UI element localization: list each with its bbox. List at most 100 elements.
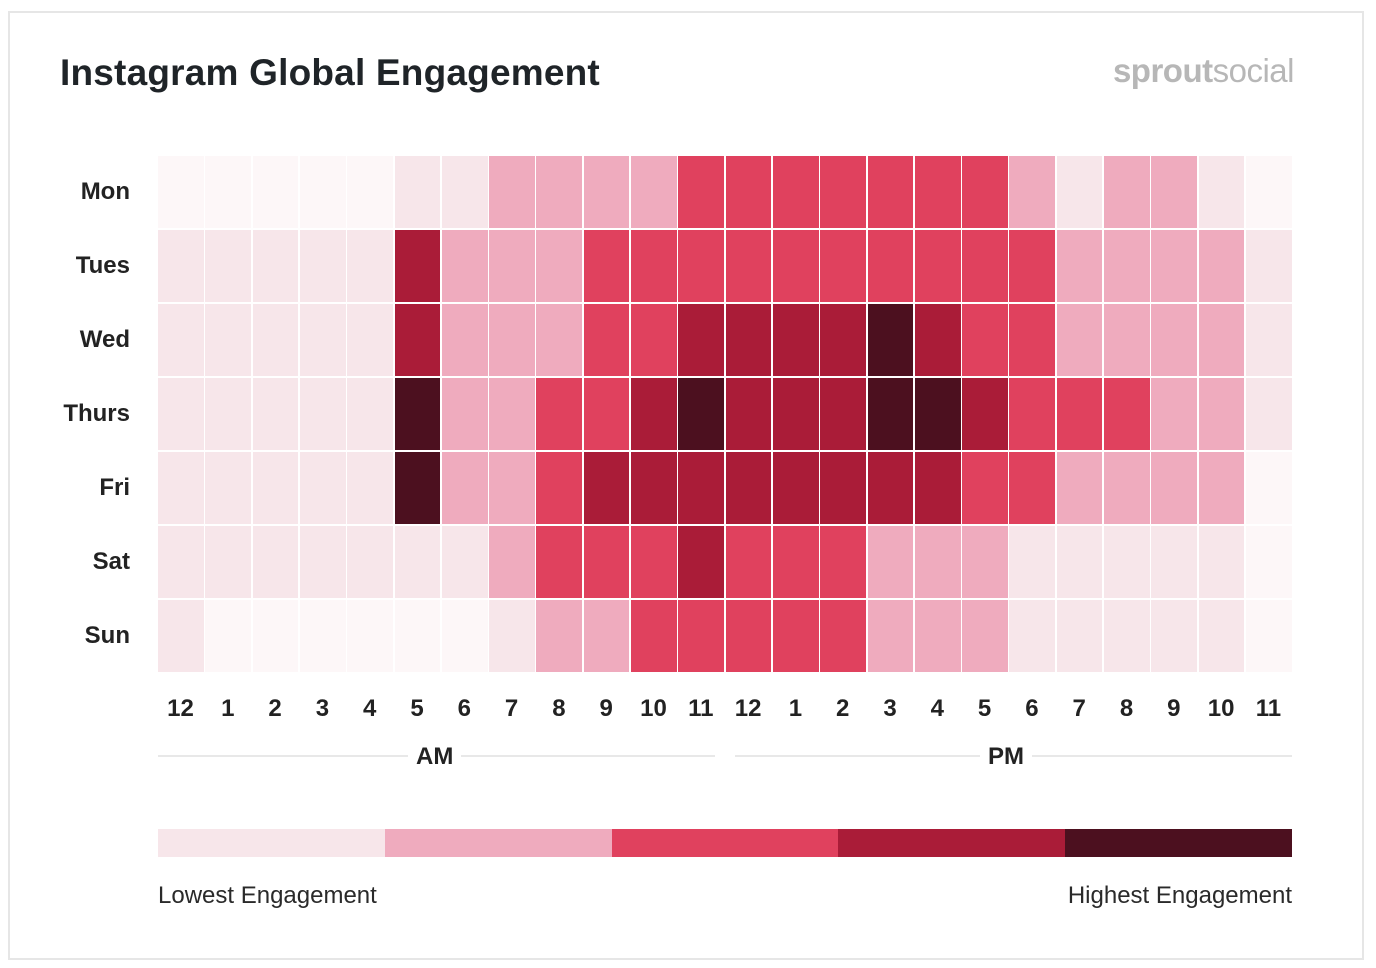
heatmap-cell — [1198, 600, 1245, 672]
heatmap-cell — [914, 600, 961, 672]
heatmap-cell — [205, 600, 252, 672]
chart-title: Instagram Global Engagement — [60, 52, 600, 93]
heatmap-cell — [772, 526, 819, 598]
heatmap-cell — [252, 230, 299, 302]
heatmap-cell — [489, 378, 535, 450]
heatmap-cell — [820, 600, 866, 672]
heatmap-cell — [252, 452, 299, 524]
heatmap-cell — [1151, 156, 1198, 228]
heatmap-cell — [347, 156, 393, 228]
heatmap-cell — [583, 156, 630, 228]
heatmap-cell — [1009, 378, 1056, 450]
heatmap-cell — [1198, 304, 1245, 376]
heatmap-cell — [536, 230, 583, 302]
heatmap-cell — [1151, 600, 1198, 672]
heatmap-cell — [394, 526, 441, 598]
heatmap-cell — [394, 600, 441, 672]
heatmap-cell — [867, 378, 914, 450]
heatmap-cell — [441, 378, 488, 450]
heatmap-cell — [1245, 526, 1292, 598]
legend-swatch — [838, 829, 1066, 857]
heatmap-cell — [1151, 230, 1198, 302]
heatmap-cell — [1104, 230, 1150, 302]
hour-label: 6 — [457, 695, 471, 722]
heatmap-cell — [631, 156, 677, 228]
heatmap-cell — [678, 526, 725, 598]
hour-label: 7 — [504, 695, 519, 722]
hour-label: 9 — [599, 695, 613, 722]
heatmap-cell — [299, 304, 346, 376]
heatmap-cell — [725, 378, 772, 450]
heatmap-cell — [583, 600, 630, 672]
heatmap-cell — [205, 452, 252, 524]
heatmap-cell — [536, 304, 583, 376]
heatmap-cell — [867, 452, 914, 524]
hour-label: 4 — [363, 695, 377, 722]
heatmap-cell — [1245, 600, 1292, 672]
heatmap-cell — [772, 230, 819, 302]
heatmap-cell — [631, 526, 677, 598]
heatmap-cell — [583, 452, 630, 524]
heatmap-cell — [962, 600, 1008, 672]
heatmap-cell — [441, 304, 488, 376]
heatmap-cell — [299, 600, 346, 672]
heatmap-cell — [962, 230, 1008, 302]
heatmap-cell — [489, 304, 535, 376]
heatmap-cell — [158, 526, 204, 598]
heatmap-cell — [820, 304, 866, 376]
heatmap-cell — [489, 526, 535, 598]
hour-label: 2 — [268, 695, 282, 722]
heatmap-cell — [1151, 526, 1198, 598]
heatmap-cell — [678, 452, 725, 524]
heatmap-cell — [631, 378, 677, 450]
heatmap-cell — [252, 156, 299, 228]
legend-swatch — [384, 829, 612, 857]
heatmap-cell — [1198, 230, 1245, 302]
heatmap-cell — [158, 230, 204, 302]
heatmap-cell — [962, 452, 1008, 524]
heatmap-cell — [772, 304, 819, 376]
heatmap-cell — [536, 526, 583, 598]
hour-label: 5 — [410, 695, 424, 722]
heatmap-cell — [1245, 230, 1292, 302]
heatmap-cell — [536, 452, 583, 524]
heatmap-cell — [678, 230, 725, 302]
heatmap-cell — [347, 526, 393, 598]
heatmap-cell — [820, 156, 866, 228]
heatmap-cell — [678, 156, 725, 228]
heatmap-cell — [820, 378, 866, 450]
heatmap-cell — [1151, 378, 1198, 450]
heatmap-cell — [205, 304, 252, 376]
heatmap-cell — [158, 378, 204, 450]
day-label: Sun — [84, 622, 130, 649]
heatmap-cell — [1104, 304, 1150, 376]
hour-label: 5 — [977, 695, 992, 722]
heatmap-cell — [914, 452, 961, 524]
heatmap-cell — [1151, 304, 1198, 376]
heatmap-cell — [725, 304, 772, 376]
heatmap-cell — [772, 156, 819, 228]
heatmap-cell — [962, 378, 1008, 450]
pm-label: PM — [980, 745, 1032, 769]
heatmap-cell — [299, 452, 346, 524]
hour-label: 1 — [221, 695, 235, 722]
heatmap-cell — [1009, 156, 1056, 228]
heatmap-cell — [1056, 378, 1103, 450]
heatmap-cell — [820, 230, 866, 302]
hour-label: 4 — [930, 695, 944, 722]
heatmap-cell — [1198, 378, 1245, 450]
heatmap-cell — [441, 156, 488, 228]
heatmap-cell — [1198, 156, 1245, 228]
hour-label: 1 — [788, 695, 803, 722]
heatmap-cell — [489, 452, 535, 524]
heatmap-cell — [441, 452, 488, 524]
heatmap-cell — [1104, 526, 1150, 598]
hour-label: 3 — [883, 695, 897, 722]
heatmap-cell — [631, 230, 677, 302]
heatmap-cell — [347, 378, 393, 450]
logo-part-light: social — [1212, 52, 1295, 89]
legend-high-label: Highest Engagement — [1067, 882, 1292, 909]
heatmap-cell — [678, 304, 725, 376]
hour-label: 2 — [836, 695, 850, 722]
heatmap-cell — [1056, 230, 1103, 302]
